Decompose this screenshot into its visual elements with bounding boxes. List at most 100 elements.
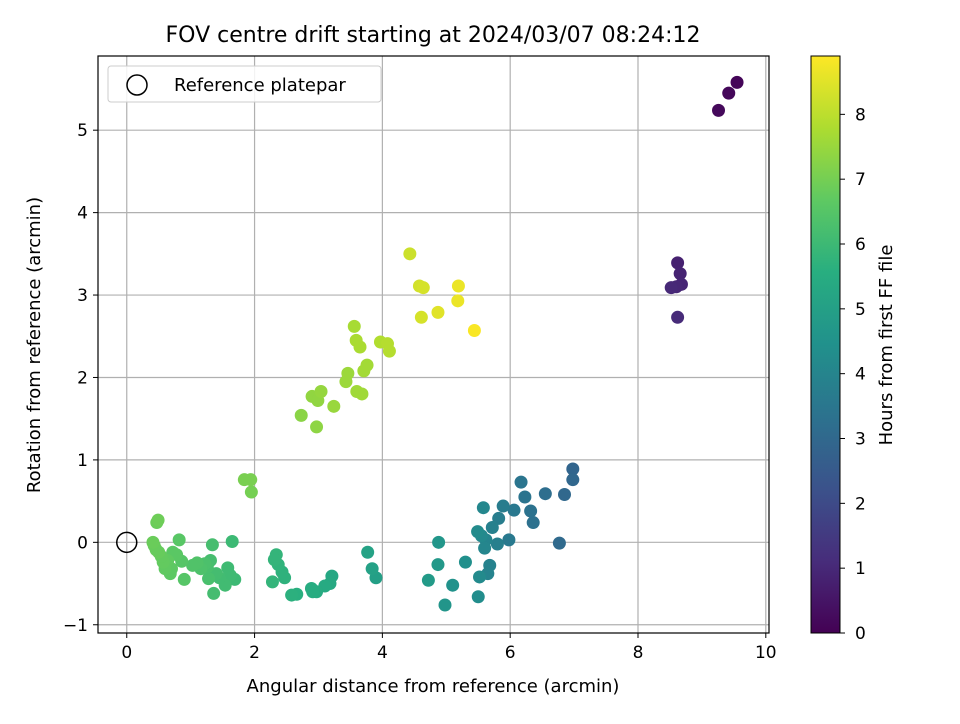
data-point: [304, 581, 318, 595]
data-point: [431, 558, 445, 572]
colorbar-ticks: 0 1 2 3 4 5 6 7 8: [840, 105, 866, 644]
data-point: [237, 473, 251, 487]
data-point: [244, 485, 258, 499]
colorbar-label: Hours from first FF file: [876, 245, 897, 446]
data-point: [310, 420, 324, 434]
y-tick-label: 2: [77, 368, 88, 388]
colorbar-tick-label: 1: [855, 559, 866, 579]
colorbar: 0 1 2 3 4 5 6 7 8 Hours from first FF file: [810, 55, 897, 644]
data-point: [353, 340, 367, 354]
colorbar-tick-label: 8: [855, 105, 866, 125]
data-point: [471, 525, 485, 539]
data-point: [355, 387, 369, 401]
data-point: [314, 384, 328, 398]
data-point: [382, 344, 396, 358]
data-point: [671, 256, 685, 270]
x-tick-label: 6: [505, 643, 516, 663]
data-point: [673, 267, 687, 281]
y-axis-label: Rotation from reference (arcmin): [24, 197, 45, 493]
data-point: [365, 562, 379, 576]
data-point: [514, 475, 528, 489]
data-point: [265, 575, 279, 589]
plot-frame: [97, 55, 770, 634]
data-point: [421, 573, 435, 587]
data-point: [496, 499, 510, 513]
data-point: [177, 572, 191, 586]
data-point: [451, 279, 465, 293]
data-point: [730, 75, 744, 89]
data-point: [467, 323, 481, 337]
legend-entry-reference-platepar: Reference platepar: [174, 75, 346, 96]
data-point: [492, 511, 506, 525]
data-point: [518, 490, 532, 504]
data-point: [202, 572, 216, 586]
data-point: [361, 545, 375, 559]
data-point: [473, 570, 487, 584]
data-point: [664, 281, 678, 295]
data-point: [478, 541, 492, 555]
colorbar-tick-label: 7: [855, 170, 866, 190]
legend: Reference platepar: [107, 65, 382, 103]
x-tick-label: 0: [121, 643, 132, 663]
data-point: [471, 590, 485, 604]
x-tick-label: 2: [249, 643, 260, 663]
data-point: [566, 473, 580, 487]
colorbar-tick-label: 4: [855, 365, 866, 385]
y-tick-label: 3: [77, 286, 88, 306]
colorbar-tick-label: 0: [855, 624, 866, 644]
y-tick-label: 0: [77, 533, 88, 553]
data-point: [186, 558, 200, 572]
data-point: [416, 281, 430, 295]
data-point: [347, 319, 361, 333]
data-point: [285, 588, 299, 602]
data-point: [446, 578, 460, 592]
data-point: [414, 310, 428, 324]
data-point: [526, 516, 540, 530]
data-point: [431, 305, 445, 319]
data-point: [722, 86, 736, 100]
colorbar-tick-label: 6: [855, 235, 866, 255]
legend-box: [107, 65, 382, 103]
data-point: [205, 538, 219, 552]
chart-title: FOV centre drift starting at 2024/03/07 …: [166, 23, 701, 48]
y-tick-label: −1: [63, 616, 88, 636]
data-point: [225, 535, 239, 549]
data-point: [485, 520, 499, 534]
data-point: [538, 487, 552, 501]
axis-ticks: 0 2 4 6 8 10 −1 0 1 2 3 4 5: [63, 121, 777, 663]
data-point: [327, 399, 341, 413]
data-point: [490, 537, 504, 551]
legend-marker-icon: [126, 74, 148, 96]
x-tick-label: 10: [755, 643, 777, 663]
data-point: [712, 103, 726, 117]
data-point: [438, 598, 452, 612]
data-point: [360, 358, 374, 372]
y-tick-label: 5: [77, 121, 88, 141]
data-point: [558, 488, 572, 502]
data-point: [476, 501, 490, 515]
data-point: [403, 247, 417, 261]
x-axis-label: Angular distance from reference (arcmin): [247, 676, 620, 697]
colorbar-gradient: [810, 55, 841, 634]
x-tick-label: 8: [633, 643, 644, 663]
data-point: [524, 504, 538, 518]
colorbar-tick-label: 3: [855, 430, 866, 450]
data-point: [151, 513, 165, 527]
data-points: [146, 75, 744, 612]
data-point: [207, 586, 221, 600]
data-point: [267, 553, 281, 567]
data-point: [172, 533, 186, 547]
data-point: [432, 535, 446, 549]
data-point: [458, 555, 472, 569]
data-point: [221, 561, 235, 575]
data-point: [294, 408, 308, 422]
data-point: [552, 536, 566, 550]
data-point: [341, 366, 355, 380]
data-point: [502, 533, 516, 547]
data-point: [566, 462, 580, 476]
grid: [98, 56, 769, 633]
colorbar-tick-label: 2: [855, 494, 866, 514]
reference-platepar-marker: [116, 531, 138, 554]
data-point: [671, 310, 685, 324]
x-tick-label: 4: [377, 643, 388, 663]
